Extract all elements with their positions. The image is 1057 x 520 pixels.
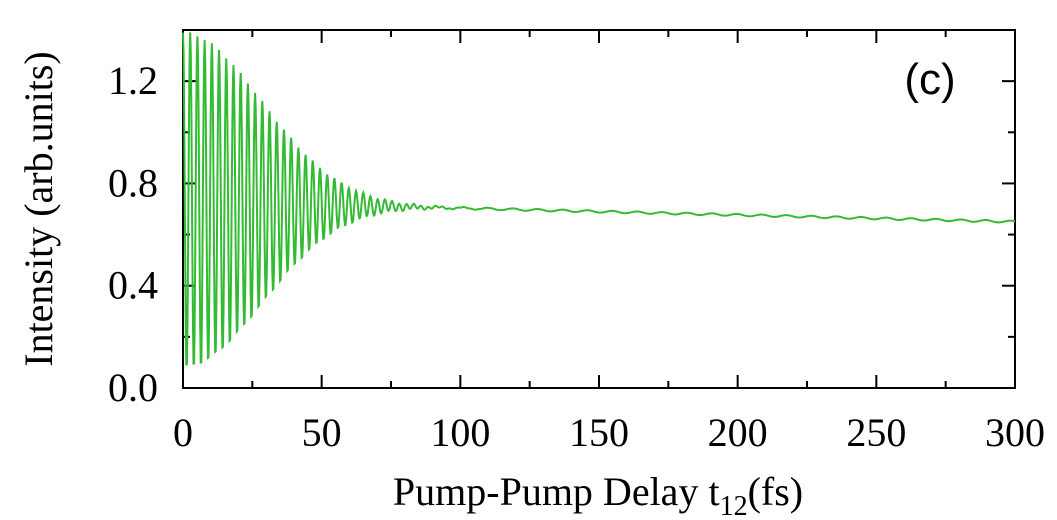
x-tick-label: 0 <box>173 410 193 455</box>
x-axis-label-subscript: 12 <box>720 491 748 520</box>
y-tick-label: 0.8 <box>108 160 158 205</box>
y-tick-label: 0.4 <box>108 263 158 308</box>
x-axis-label-main: Pump-Pump Delay t <box>393 469 720 514</box>
y-tick-label: 0.0 <box>108 365 158 410</box>
x-tick-label: 100 <box>430 410 490 455</box>
x-tick-label: 200 <box>708 410 768 455</box>
x-axis-label-unit: (fs) <box>748 469 804 514</box>
x-axis-label: Pump-Pump Delay t12(fs) <box>393 469 803 520</box>
x-tick-label: 50 <box>302 410 342 455</box>
x-tick-label: 150 <box>569 410 629 455</box>
axis-ticks <box>182 29 1016 389</box>
y-tick-label: 1.2 <box>108 58 158 103</box>
axis-tick-labels: 0 50 100 150 200 250 300 0.0 0.4 0.8 1.2 <box>108 58 1045 455</box>
y-axis-label: Intensity (arb.units) <box>16 51 61 367</box>
panel-label: (c) <box>904 55 955 104</box>
x-tick-label: 300 <box>985 410 1045 455</box>
x-tick-label: 250 <box>846 410 906 455</box>
series-line <box>182 32 1016 366</box>
